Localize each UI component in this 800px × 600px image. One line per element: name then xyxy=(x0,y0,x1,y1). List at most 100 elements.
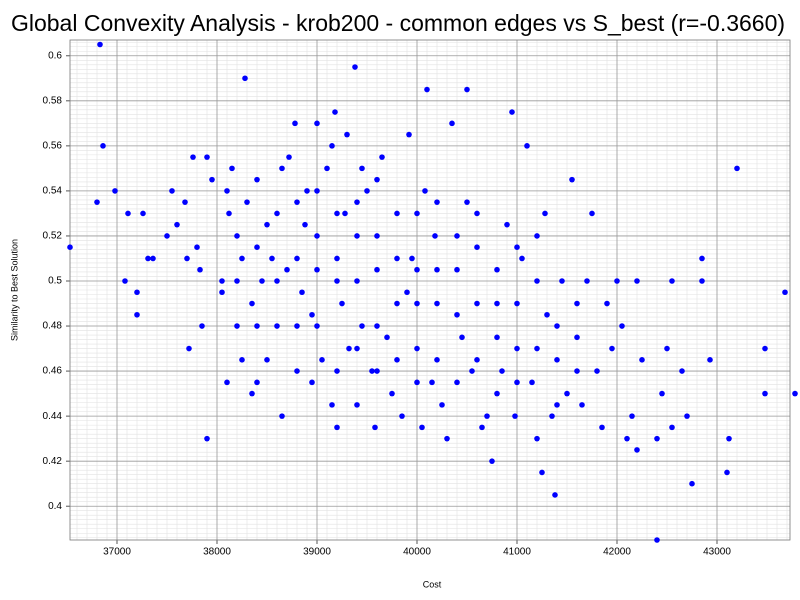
point xyxy=(384,334,390,341)
point xyxy=(559,278,565,284)
point xyxy=(762,345,768,352)
point xyxy=(234,323,240,329)
point xyxy=(254,244,260,251)
point xyxy=(339,300,345,307)
point xyxy=(254,323,260,329)
point xyxy=(346,345,352,352)
point xyxy=(454,233,460,239)
point xyxy=(314,120,320,127)
point xyxy=(244,199,250,205)
x-tick-label: 40000 xyxy=(403,547,431,558)
point xyxy=(239,255,245,262)
point xyxy=(274,323,280,329)
point xyxy=(374,266,380,273)
point xyxy=(414,210,420,217)
point xyxy=(664,345,670,352)
point xyxy=(552,492,558,498)
point xyxy=(504,221,510,228)
point xyxy=(574,368,580,374)
point xyxy=(309,311,315,318)
point xyxy=(224,379,230,386)
y-axis-label: Similarity to Best Solution xyxy=(9,239,19,341)
point xyxy=(574,300,580,307)
point xyxy=(302,221,308,228)
point xyxy=(654,537,660,543)
point xyxy=(286,154,292,160)
point xyxy=(414,266,420,273)
point xyxy=(186,345,192,352)
point xyxy=(264,221,270,228)
point xyxy=(374,368,380,374)
y-tick-label: 0.46 xyxy=(43,366,63,377)
point xyxy=(549,413,555,419)
point xyxy=(449,120,455,127)
point xyxy=(594,368,600,374)
point xyxy=(684,413,690,419)
point xyxy=(399,413,405,419)
point xyxy=(454,379,460,386)
point xyxy=(519,255,525,262)
plot-frame xyxy=(69,39,791,541)
point xyxy=(394,255,400,262)
y-tick-label: 0.52 xyxy=(43,231,63,242)
point xyxy=(554,402,560,408)
point xyxy=(309,379,315,386)
point xyxy=(134,289,140,296)
point xyxy=(334,255,340,262)
point xyxy=(419,424,425,431)
point xyxy=(689,480,695,487)
point xyxy=(209,176,215,183)
point xyxy=(454,266,460,273)
point xyxy=(509,109,515,115)
point xyxy=(97,41,103,48)
point xyxy=(379,154,385,160)
y-tick-label: 0.58 xyxy=(43,95,63,106)
point xyxy=(299,289,305,296)
point xyxy=(204,435,210,442)
point xyxy=(324,165,330,172)
point xyxy=(464,86,470,93)
x-axis-label: Cost xyxy=(423,579,442,589)
point xyxy=(514,244,520,251)
point xyxy=(254,176,260,183)
point xyxy=(234,278,240,284)
point xyxy=(359,323,365,329)
y-tick-label: 0.56 xyxy=(43,140,63,151)
point xyxy=(669,278,675,284)
point xyxy=(259,278,265,284)
point xyxy=(544,311,550,318)
point xyxy=(194,244,200,251)
point xyxy=(199,323,205,329)
point xyxy=(294,368,300,374)
point xyxy=(174,221,180,228)
point xyxy=(534,345,540,352)
point xyxy=(354,199,360,205)
point xyxy=(269,255,275,262)
point xyxy=(226,210,232,217)
point xyxy=(534,233,540,239)
major-grid xyxy=(66,39,791,544)
x-tick-label: 37000 xyxy=(103,547,131,558)
point xyxy=(699,278,705,284)
point xyxy=(614,278,620,284)
y-tick-label: 0.42 xyxy=(43,456,63,467)
point xyxy=(334,278,340,284)
point xyxy=(404,289,410,296)
point xyxy=(529,379,535,386)
point xyxy=(534,278,540,284)
y-tick-label: 0.48 xyxy=(43,321,63,332)
x-tick-label: 42000 xyxy=(603,547,631,558)
point xyxy=(724,469,730,476)
point xyxy=(639,357,645,363)
point xyxy=(354,402,360,408)
point xyxy=(654,435,660,442)
point xyxy=(414,345,420,352)
point xyxy=(279,413,285,419)
y-tick-label: 0.5 xyxy=(48,276,62,287)
point xyxy=(100,143,106,149)
point xyxy=(374,323,380,329)
point xyxy=(314,323,320,329)
point xyxy=(589,210,595,217)
point xyxy=(792,390,798,397)
